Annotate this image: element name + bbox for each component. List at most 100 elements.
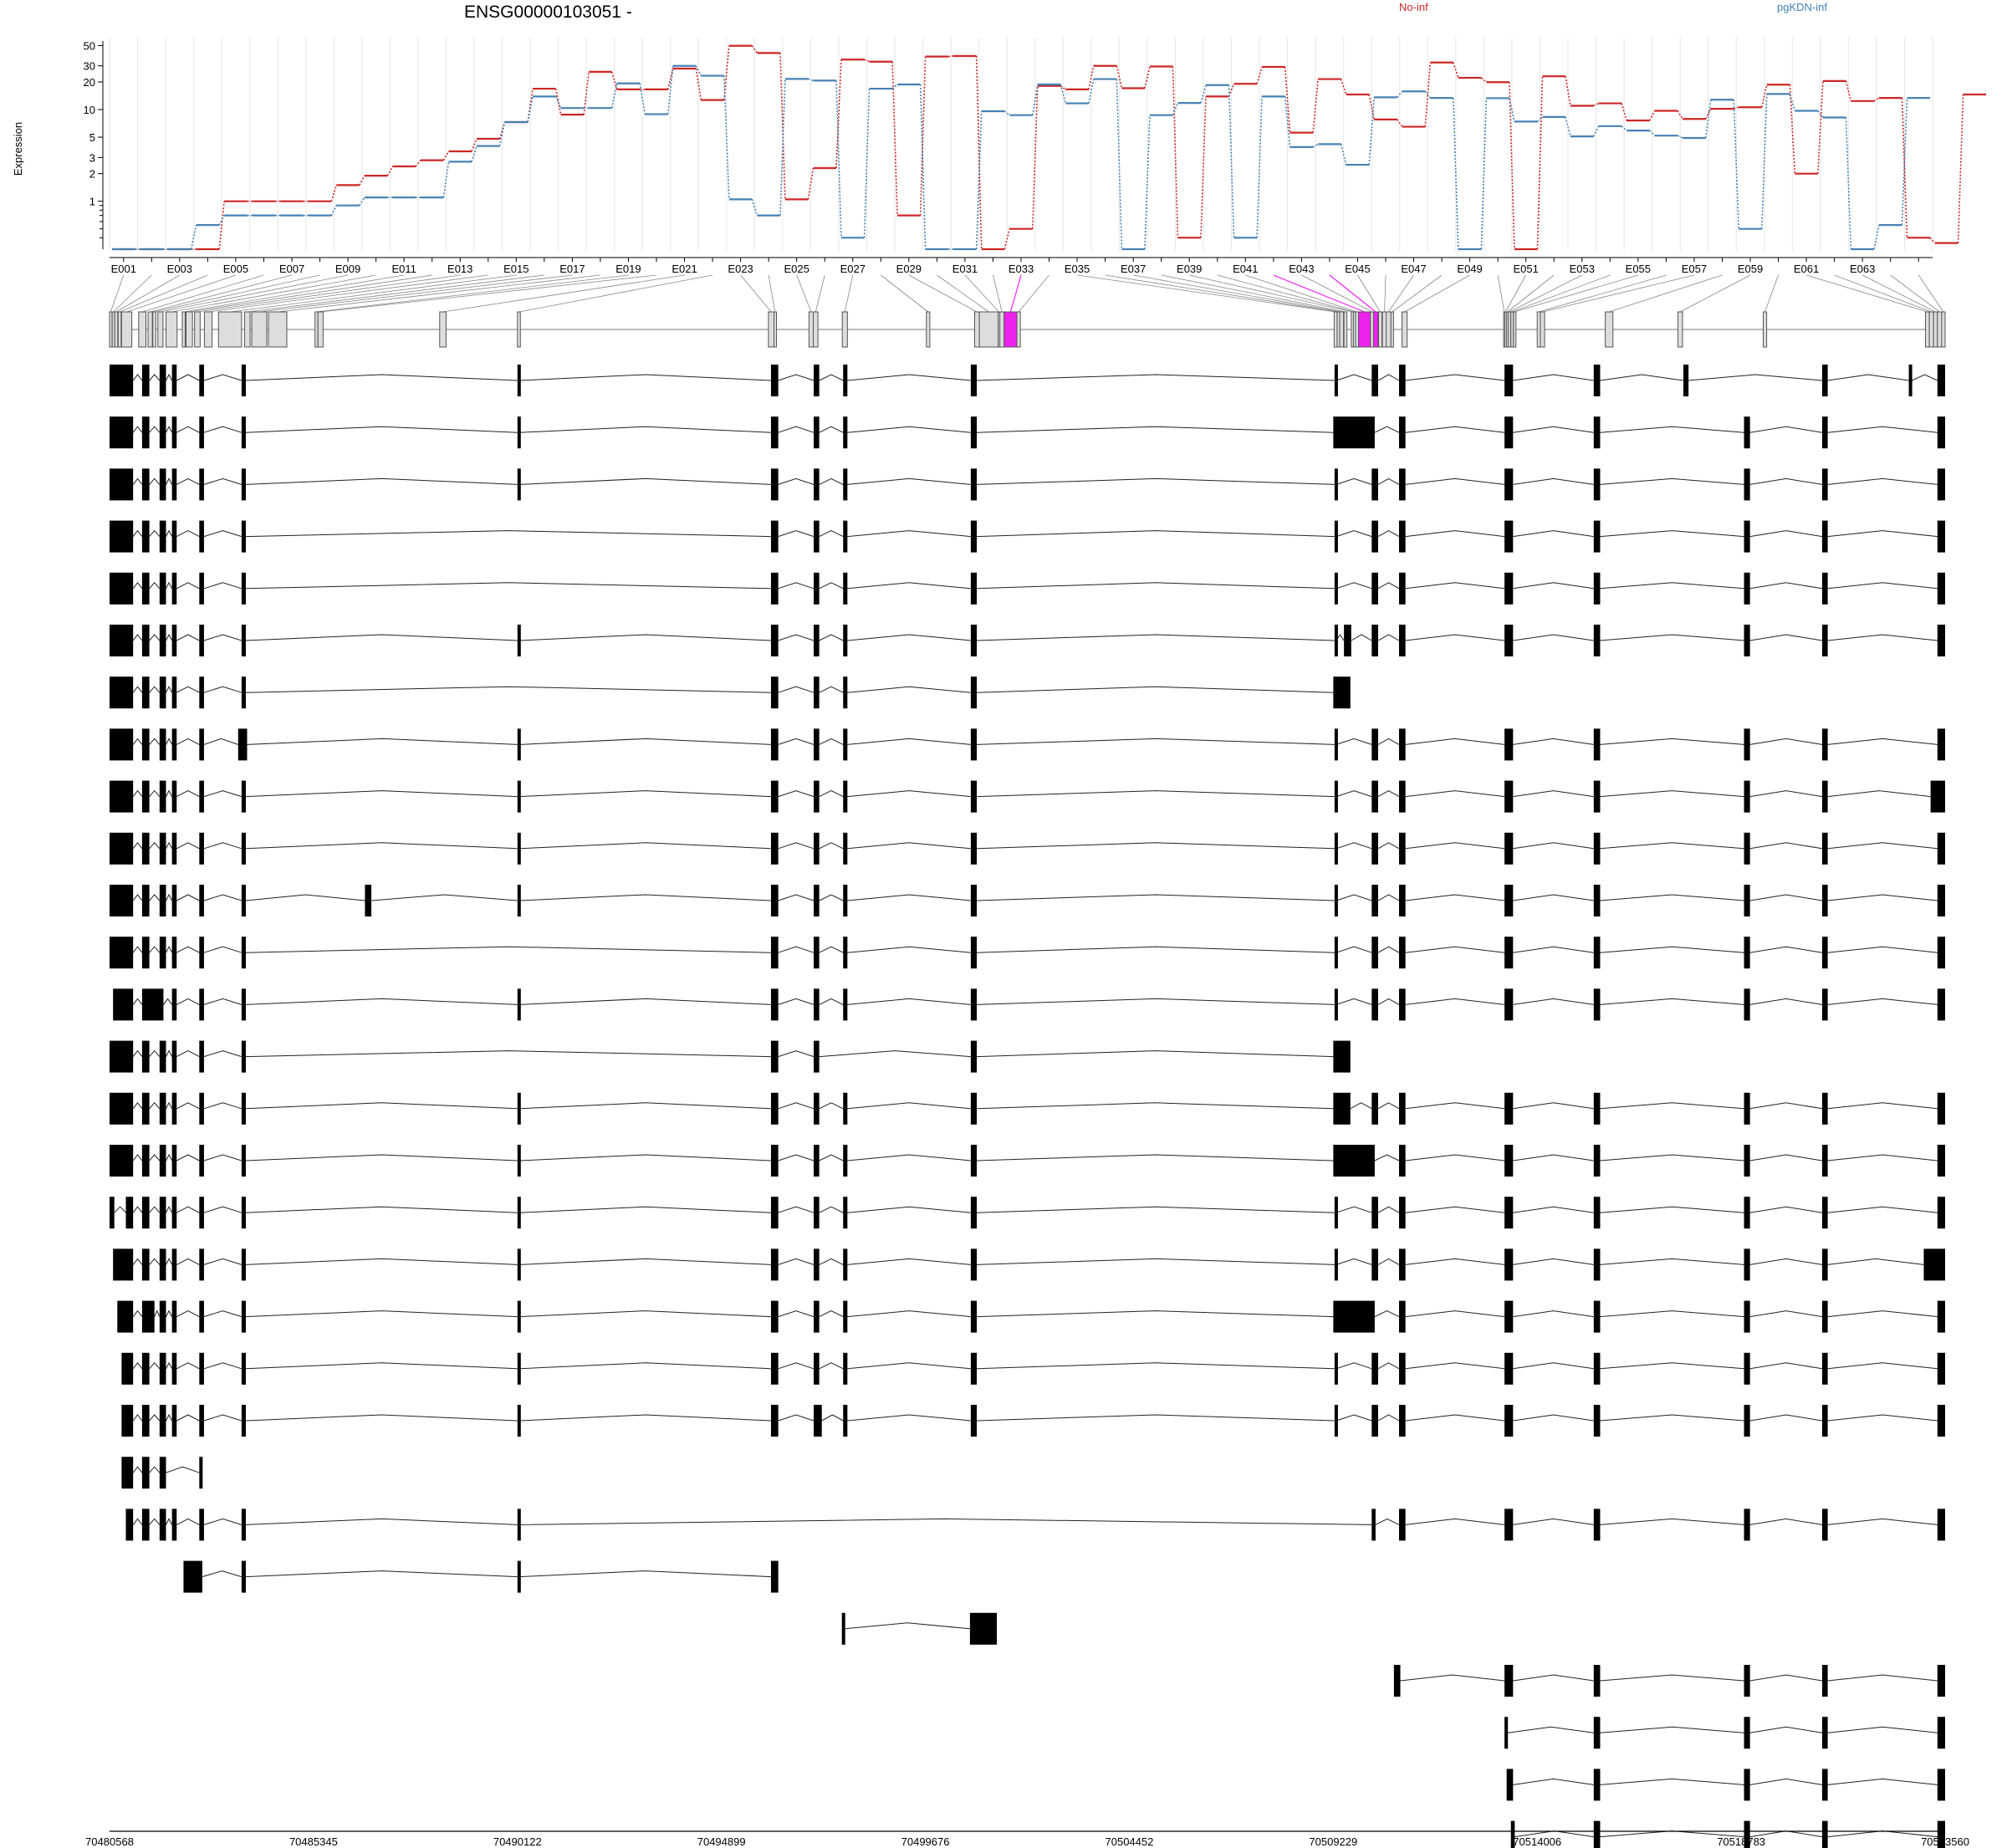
transcript-exon — [141, 1352, 150, 1385]
transcript-exon — [1504, 1248, 1514, 1281]
intron-line — [977, 1310, 1334, 1318]
intron-line — [519, 426, 771, 433]
intron-line — [1749, 1674, 1823, 1682]
intron-line — [176, 1258, 200, 1265]
transcript-exon — [814, 676, 820, 709]
intron-line — [1377, 582, 1400, 590]
transcript-exon — [1334, 365, 1338, 396]
exon-connector-line — [1384, 274, 1387, 313]
intron-line — [1513, 477, 1594, 485]
intron-line — [778, 1414, 815, 1422]
intron-line — [203, 1206, 243, 1213]
transcript-exon — [110, 520, 134, 553]
transcript-exon — [159, 1092, 166, 1125]
transcript-exon — [517, 885, 521, 916]
exon-connector-line — [183, 274, 405, 313]
intron-line — [149, 426, 161, 433]
intron-line — [1749, 1102, 1823, 1110]
intron-line — [1377, 1258, 1400, 1265]
gene-model-exon — [841, 311, 848, 348]
transcript-exon — [1398, 885, 1406, 916]
exon-connector-line — [993, 274, 1003, 313]
expression-plot: 1 2 3 5 10 20 30 50 — [84, 38, 1987, 251]
intron-line — [1374, 1154, 1400, 1161]
intron-line — [1377, 946, 1400, 953]
exon-connector-line — [113, 274, 152, 313]
transcript-exon — [141, 1248, 150, 1281]
exon-tick-label: E059 — [1738, 263, 1763, 275]
intron-line — [166, 633, 173, 641]
transcript-exon — [1398, 832, 1406, 865]
transcript-exon — [141, 1457, 150, 1489]
gene-model-exon — [1355, 311, 1359, 348]
exon-connector-line — [1245, 274, 1357, 313]
transcript-exon — [814, 520, 820, 553]
intron-line — [1513, 1674, 1594, 1682]
intron-line — [1513, 842, 1594, 850]
transcript-exon — [237, 728, 248, 761]
intron-line — [132, 1154, 143, 1161]
transcript-exon — [1371, 1197, 1378, 1229]
transcript-exon — [517, 365, 521, 396]
transcript-exon — [159, 416, 166, 449]
intron-line — [203, 477, 243, 485]
transcript-exon — [241, 416, 246, 449]
exon-connector-line — [815, 274, 825, 313]
transcript-exon — [1371, 572, 1378, 605]
exon-connector-line — [230, 274, 517, 313]
transcript-exon — [1504, 728, 1514, 761]
transcript-exon — [141, 1145, 150, 1177]
transcript-exon — [171, 416, 177, 449]
intron-line — [176, 477, 200, 485]
intron-line — [1827, 946, 1938, 953]
intron-line — [977, 1050, 1334, 1058]
intron-line — [245, 634, 518, 641]
transcript-exon — [770, 728, 779, 761]
intron-line — [132, 946, 143, 953]
gene-model-exon — [1372, 311, 1379, 348]
transcript-exon — [241, 1248, 246, 1281]
exon-connector-line — [316, 274, 629, 313]
exon-connector-line — [1505, 274, 1527, 313]
intron-line — [1749, 738, 1823, 745]
intron-line — [1405, 530, 1505, 538]
transcript-exon — [1504, 1717, 1509, 1749]
transcript-exon — [970, 832, 978, 865]
exon-connector-line — [160, 274, 349, 313]
exon-connector-line — [442, 274, 685, 313]
transcript-exon — [843, 572, 848, 605]
intron-line — [203, 790, 243, 798]
gene-model-exon — [117, 311, 122, 348]
intron-line — [245, 530, 771, 538]
exon-connector-line — [1497, 274, 1505, 313]
legend-label-pgkdn-inf: pgKDN-inf — [1777, 1, 1827, 13]
exon-tick-label: E051 — [1514, 263, 1539, 275]
intron-line — [1749, 426, 1823, 433]
transcript-track — [125, 1509, 1945, 1541]
intron-line — [149, 1258, 161, 1265]
transcript-track — [110, 780, 1945, 813]
intron-line — [1827, 1102, 1938, 1110]
transcript-exon — [141, 520, 150, 553]
intron-line — [1377, 477, 1400, 485]
intron-line — [519, 1414, 771, 1422]
intron-line — [977, 738, 1335, 745]
transcript-exon — [1593, 1248, 1601, 1281]
intron-line — [245, 1050, 771, 1058]
transcript-exon — [1371, 1092, 1378, 1125]
transcript-exon — [171, 1300, 177, 1333]
transcript-exon — [171, 625, 177, 656]
transcript-exon — [814, 1352, 820, 1385]
intron-line — [149, 582, 161, 590]
exon-connector-line — [1105, 274, 1339, 313]
transcript-exon — [1937, 885, 1945, 916]
intron-line — [1600, 842, 1744, 850]
intron-line — [132, 1518, 143, 1525]
transcript-exon — [517, 1300, 521, 1333]
intron-line — [166, 1361, 173, 1370]
transcript-exon — [141, 885, 150, 916]
transcript-exon — [843, 728, 848, 761]
intron-line — [176, 946, 200, 953]
transcript-exon — [1744, 1248, 1750, 1281]
transcript-exon — [1908, 365, 1913, 396]
